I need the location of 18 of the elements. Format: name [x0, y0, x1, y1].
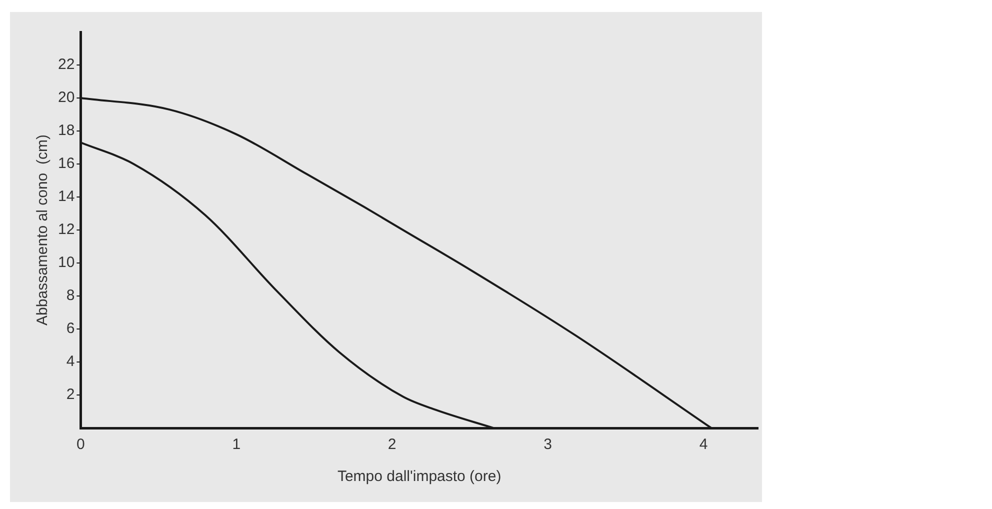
y-tick-label: 6: [66, 320, 75, 338]
y-axis-title: Abbassamento al cono (cm): [34, 134, 52, 326]
y-tick-label: 18: [58, 122, 75, 140]
y-tick-label: 22: [58, 56, 75, 74]
x-axis-title: Tempo dall'impasto (ore): [337, 468, 502, 486]
y-tick-label: 20: [58, 89, 75, 106]
y-tick-label: 12: [58, 221, 75, 238]
y-tick-label: 8: [66, 287, 75, 304]
y-tick-label: 16: [58, 155, 75, 172]
x-tick-label: 0: [76, 436, 85, 454]
x-tick-label: 3: [544, 436, 552, 454]
y-tick-label: 10: [58, 254, 75, 272]
y-tick-label: 14: [58, 188, 75, 206]
x-tick-label: 1: [232, 436, 241, 454]
y-tick-label: 2: [66, 386, 75, 404]
x-tick-label: 4: [699, 436, 708, 454]
y-tick-label: 4: [66, 353, 75, 370]
x-tick-label: 2: [388, 436, 396, 454]
